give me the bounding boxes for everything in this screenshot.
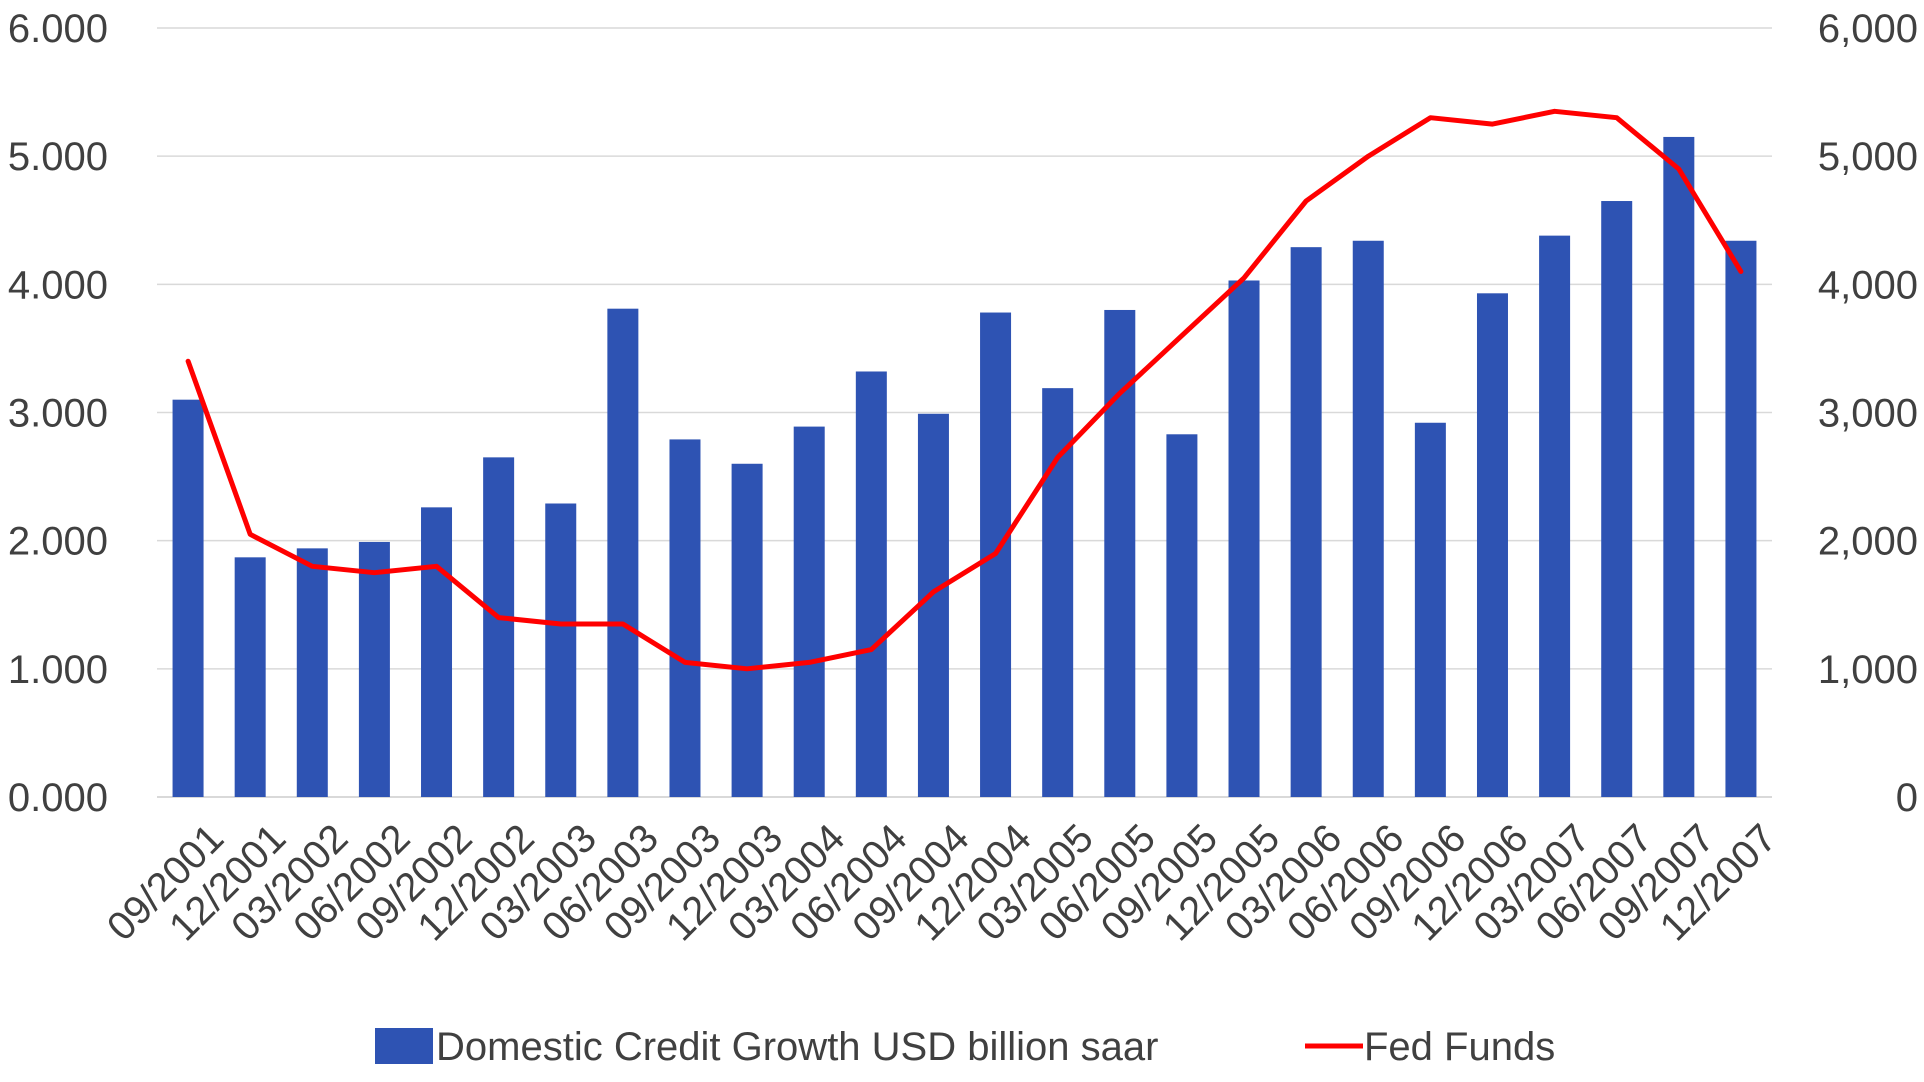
bar: [234, 557, 266, 797]
y-left-tick-label: 0.000: [8, 776, 108, 820]
bar: [855, 371, 887, 797]
bar: [731, 463, 763, 797]
y-left-tick-label: 3.000: [8, 392, 108, 436]
right-y-axis: 0 1,000 2,000 3,000 4,000 5,000 6,000: [1818, 7, 1918, 820]
bar: [1476, 293, 1508, 797]
bar: [917, 413, 949, 797]
bar: [1290, 247, 1322, 798]
y-left-tick-label: 2.000: [8, 520, 108, 564]
bar: [483, 457, 515, 797]
y-right-tick-label: 4,000: [1818, 263, 1918, 307]
y-right-tick-label: 0: [1896, 776, 1918, 820]
y-right-tick-label: 2,000: [1818, 520, 1918, 564]
legend: Domestic Credit Growth USD billion saar …: [375, 1025, 1555, 1069]
y-left-tick-label: 6.000: [8, 7, 108, 51]
bar: [296, 548, 328, 797]
bar: [545, 503, 577, 797]
y-right-tick-label: 6,000: [1818, 7, 1918, 51]
legend-label-line: Fed Funds: [1364, 1025, 1555, 1069]
y-left-tick-label: 4.000: [8, 263, 108, 307]
gridlines: [157, 27, 1772, 798]
bar: [793, 426, 825, 797]
bar: [1663, 136, 1695, 798]
y-right-tick-label: 3,000: [1818, 392, 1918, 436]
bar: [1166, 434, 1198, 797]
y-left-tick-label: 5.000: [8, 135, 108, 179]
bar: [607, 308, 639, 797]
bar: [421, 507, 453, 797]
bar: [1539, 235, 1571, 797]
bar: [1352, 240, 1384, 798]
bar: [669, 439, 701, 797]
fed-funds-line: [185, 108, 1744, 672]
left-y-axis: 0.000 1.000 2.000 3.000 4.000 5.000 6.000: [8, 7, 108, 820]
bar: [172, 399, 204, 797]
bar: [1414, 422, 1446, 797]
legend-label-bar: Domestic Credit Growth USD billion saar: [436, 1025, 1158, 1069]
y-right-tick-label: 1,000: [1818, 648, 1918, 692]
x-axis: 09/200112/200103/200206/200209/200212/20…: [99, 816, 1785, 949]
y-left-tick-label: 1.000: [8, 648, 108, 692]
y-right-tick-label: 5,000: [1818, 135, 1918, 179]
legend-swatch-bar: [375, 1028, 433, 1064]
bar-series: [172, 136, 1757, 798]
bar: [1725, 240, 1757, 798]
bar: [1228, 280, 1260, 797]
bar: [358, 541, 390, 797]
line-series: [185, 108, 1744, 672]
bar: [1601, 201, 1633, 797]
